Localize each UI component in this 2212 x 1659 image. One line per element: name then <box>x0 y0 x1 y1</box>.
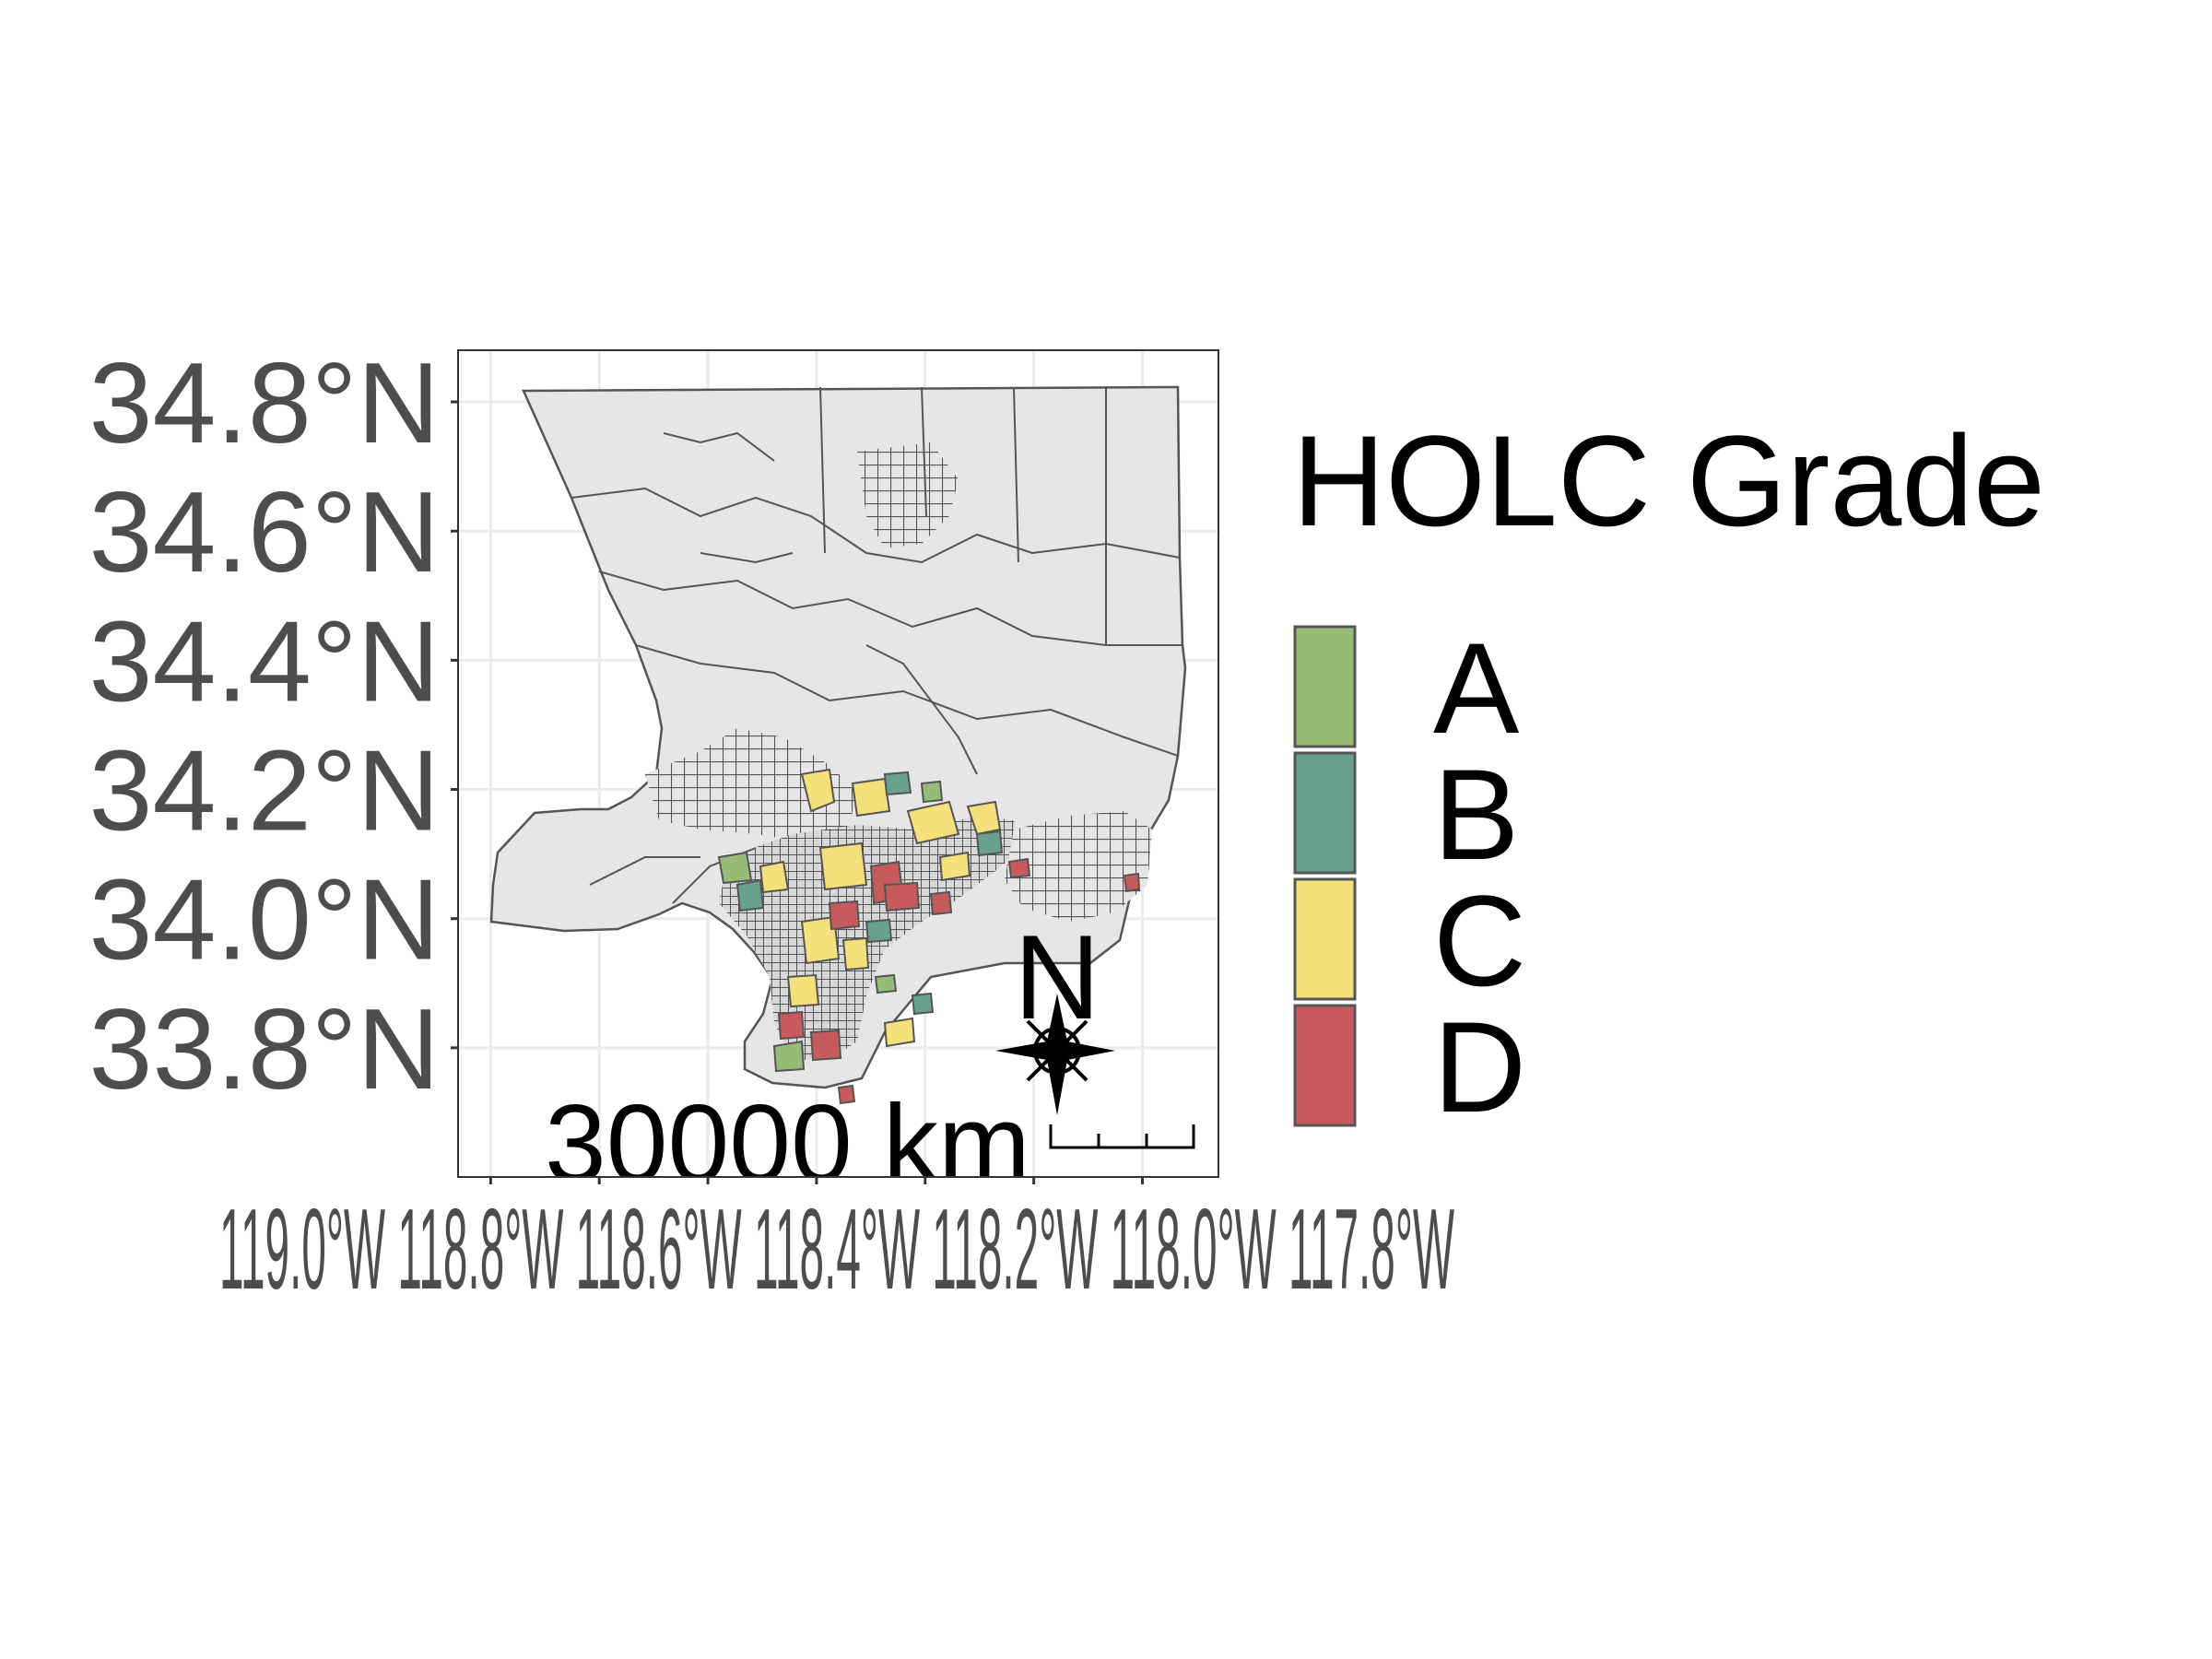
map-panel: N 30000 km <box>457 349 1219 1206</box>
holc-area-b <box>865 918 893 944</box>
tract-mesh-antelope-valley <box>857 442 959 548</box>
holc-area-a <box>874 973 898 994</box>
county-map: N 30000 km <box>489 385 1195 1206</box>
holc-area-c <box>851 777 891 818</box>
legend-swatch-d <box>1293 1004 1357 1127</box>
legend-swatch-c <box>1293 877 1357 1001</box>
north-arrow: N <box>995 910 1115 1115</box>
holc-polygons <box>717 768 1141 1105</box>
holc-area-b <box>883 771 912 796</box>
holc-area-c <box>800 915 841 965</box>
holc-area-d <box>837 1084 856 1105</box>
holc-area-d <box>809 1029 842 1062</box>
scale-bar-label: 30000 km <box>545 1082 1030 1206</box>
holc-area-b <box>911 992 935 1016</box>
holc-area-d <box>1123 872 1141 893</box>
y-tick-label: 34.8°N <box>89 340 440 467</box>
holc-area-c <box>841 936 870 971</box>
tract-mesh-valley <box>645 728 857 843</box>
y-tick-label: 34.0°N <box>89 857 440 984</box>
holc-area-c <box>818 841 868 891</box>
legend-swatch-a <box>1293 625 1357 748</box>
x-tick-labels: 119.0°W 118.8°W 118.6°W 118.4°W 118.2°W … <box>219 1186 1454 1313</box>
legend-label-d: D <box>1433 994 1526 1139</box>
holc-area-c <box>883 1017 916 1048</box>
holc-area-c <box>800 768 836 813</box>
y-tick-label: 33.8°N <box>89 986 440 1113</box>
holc-area-d <box>929 890 953 916</box>
compass-ring-icon <box>1033 1027 1081 1075</box>
holc-area-a <box>920 780 944 804</box>
holc-area-c <box>966 800 1002 836</box>
legend-label-b: B <box>1433 742 1519 887</box>
y-tick-label: 34.4°N <box>89 598 440 725</box>
legend-swatch-b <box>1293 751 1357 875</box>
holc-area-b <box>975 830 1004 857</box>
y-tick-label: 34.2°N <box>89 728 440 855</box>
legend-label-a: A <box>1433 616 1520 760</box>
legend-label-c: C <box>1433 868 1526 1013</box>
region-boundaries <box>571 386 1182 904</box>
tract-mesh-east <box>1005 811 1152 922</box>
holc-area-a <box>717 851 753 885</box>
scale-bar-line <box>1049 1124 1195 1149</box>
compass-diagonal-icon <box>1026 1019 1088 1082</box>
y-axis: 34.8°N34.6°N34.4°N34.2°N34.0°N33.8°N <box>89 340 458 1113</box>
holc-area-c <box>786 973 820 1008</box>
holc-area-d <box>883 881 921 912</box>
scale-bar: 30000 km <box>545 1082 1195 1206</box>
holc-area-c <box>938 851 971 882</box>
y-tick-label: 34.6°N <box>89 469 440 596</box>
holc-area-d <box>1007 857 1031 879</box>
holc-area-d <box>777 1010 806 1041</box>
holc-area-b <box>735 878 765 912</box>
legend-title: HOLC Grade <box>1292 408 2045 553</box>
x-axis: 119.0°W 118.8°W 118.6°W 118.4°W 118.2°W … <box>219 1177 1454 1313</box>
panel-border <box>457 349 1219 1178</box>
holc-area-c <box>759 860 790 894</box>
holc-area-c <box>906 800 960 845</box>
holc-area-a <box>772 1040 806 1073</box>
holc-area-d <box>828 900 861 931</box>
